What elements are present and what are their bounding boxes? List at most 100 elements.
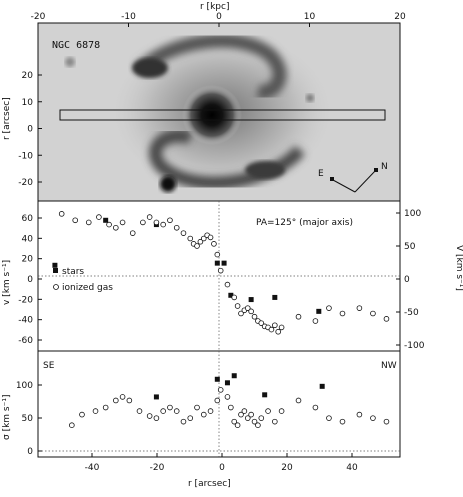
gas-point — [180, 230, 187, 236]
velocity-right-ticks: 100 50 0 -50 -100 — [396, 209, 425, 351]
gas-point — [153, 219, 160, 226]
gas-point — [251, 418, 258, 425]
gas-point — [69, 422, 75, 429]
gas-point — [207, 234, 214, 241]
gas-point — [241, 408, 248, 414]
star-point — [103, 217, 109, 223]
top-axis-label: r [kpc] — [200, 2, 229, 12]
gas-point — [356, 411, 363, 418]
gas-point — [173, 408, 180, 414]
gas-point — [113, 397, 119, 404]
tick-label: -20 — [18, 178, 33, 188]
nw-label: NW — [381, 361, 397, 371]
gas-point — [370, 415, 376, 421]
image-ylabel: r [arcsec] — [2, 97, 12, 140]
gas-point — [224, 281, 231, 288]
tick-label: 0 — [27, 447, 33, 457]
tick-label: -40 — [18, 316, 33, 326]
top-axis-ticks: -20 -10 0 10 20 — [31, 12, 406, 27]
gas-point — [244, 415, 251, 421]
image-y-ticks: 20 10 0 -10 -20 — [18, 71, 42, 188]
star-point — [262, 392, 268, 398]
gas-point — [167, 404, 173, 411]
sigma-y-ticks: 100 50 0 — [16, 381, 42, 457]
gas-point — [224, 394, 231, 400]
tick-label: 20 — [281, 463, 293, 473]
velocity-y-ticks: 60 40 20 0 -20 -40 -60 — [18, 214, 42, 346]
star-point — [214, 376, 220, 382]
tick-label: 20 — [22, 255, 34, 265]
gas-point — [136, 408, 143, 414]
gas-point — [160, 221, 166, 228]
gas-point — [194, 243, 200, 249]
star-point — [214, 260, 220, 266]
gas-point — [312, 404, 319, 411]
star-point — [231, 373, 237, 379]
tick-label: 10 — [22, 98, 34, 108]
gas-point — [238, 411, 244, 418]
gas-point — [258, 415, 265, 421]
gas-point — [383, 316, 390, 322]
star-point — [272, 294, 278, 300]
gas-point — [234, 303, 241, 309]
dispersion-points — [69, 373, 390, 429]
gas-point — [265, 408, 271, 414]
gas-point — [312, 318, 319, 324]
tick-label: 50 — [22, 414, 34, 424]
gas-point — [248, 308, 254, 315]
gas-point — [126, 397, 133, 404]
star-point — [316, 308, 322, 314]
gas-point — [194, 404, 200, 411]
gas-point — [255, 422, 261, 429]
galaxy-name: NGC 6878 — [52, 40, 100, 51]
tick-label: 100 — [404, 209, 421, 219]
tick-label: 60 — [22, 214, 34, 224]
gas-point — [217, 387, 224, 393]
gas-point — [234, 422, 241, 429]
star-point — [52, 262, 58, 268]
gas-point — [79, 411, 85, 418]
velocity-panel: PA=125° (major axis) stars ionized gas v… — [2, 200, 463, 352]
tick-label: 0 — [27, 125, 33, 135]
star-point — [224, 380, 230, 386]
gas-point — [187, 415, 194, 421]
star-point — [319, 383, 325, 389]
gas-point — [251, 313, 258, 320]
gas-point — [295, 313, 302, 320]
gas-point — [356, 305, 363, 311]
tick-label: 0 — [404, 275, 410, 285]
compass-north: N — [381, 162, 388, 172]
gas-point — [383, 418, 390, 425]
gas-point — [85, 219, 92, 226]
gas-point — [207, 408, 214, 414]
tick-label: -20 — [31, 12, 46, 22]
tick-label: 20 — [22, 71, 34, 81]
gas-point — [106, 221, 112, 228]
tick-label: -10 — [121, 12, 136, 22]
gas-point — [278, 408, 285, 414]
tick-label: 50 — [404, 242, 416, 252]
gas-point — [272, 322, 278, 329]
gas-point — [72, 217, 79, 224]
gas-point — [231, 294, 238, 301]
compass-east: E — [318, 169, 324, 179]
tick-label: 0 — [216, 12, 222, 22]
tick-label: -60 — [18, 336, 33, 346]
tick-label: -20 — [18, 295, 33, 305]
compass: E N — [318, 162, 388, 193]
dispersion-panel: SE NW σ [km s⁻¹] 100 50 0 -40 -20 0 20 40 r [a… — [2, 350, 401, 489]
tick-label: 100 — [16, 381, 33, 391]
gas-point — [58, 211, 65, 217]
star-point — [153, 394, 159, 400]
gas-point — [129, 230, 136, 236]
gas-point — [102, 404, 109, 411]
legend: stars ionized gas — [53, 267, 113, 293]
gas-point — [92, 408, 99, 414]
gas-point — [187, 235, 194, 242]
tick-label: 40 — [346, 463, 358, 473]
gas-point — [146, 214, 153, 220]
gas-point — [160, 408, 166, 414]
gas-point — [119, 219, 126, 226]
gas-point — [197, 238, 204, 245]
tick-label: 10 — [304, 12, 316, 22]
